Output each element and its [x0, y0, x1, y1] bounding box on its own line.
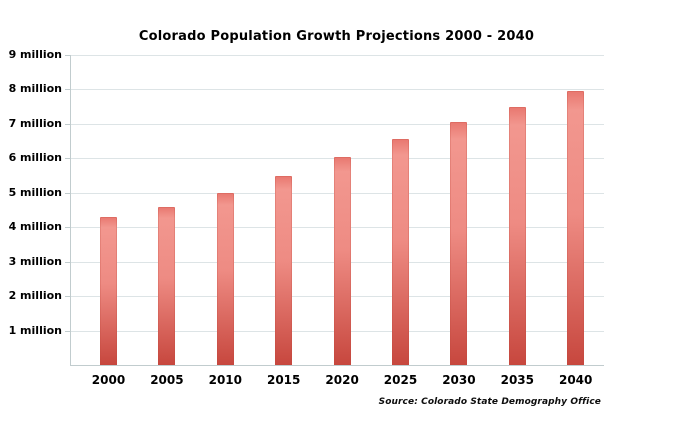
y-axis-tick — [65, 262, 71, 263]
y-axis-tick — [65, 158, 71, 159]
x-axis-label: 2040 — [558, 373, 593, 387]
bar — [508, 106, 526, 365]
y-axis-label: 8 million — [8, 82, 62, 95]
bar — [216, 192, 234, 365]
y-axis-tick — [65, 296, 71, 297]
y-axis-label: 3 million — [8, 255, 62, 268]
bar — [392, 139, 409, 365]
y-axis-tick — [65, 227, 71, 228]
x-axis-label: 2005 — [150, 373, 184, 387]
gridline — [71, 89, 604, 90]
y-axis-tick — [65, 331, 71, 332]
x-axis-label: 2035 — [500, 373, 534, 387]
y-axis-label: 1 million — [8, 324, 62, 337]
chart-title: Colorado Population Growth Projections 2… — [138, 29, 535, 44]
x-axis-label: 2010 — [208, 373, 242, 387]
y-axis-tick — [65, 124, 71, 125]
y-axis-label: 6 million — [8, 151, 62, 164]
bar — [158, 206, 176, 365]
bar — [567, 91, 585, 365]
x-axis-label: 2025 — [383, 373, 418, 387]
y-axis-label: 4 million — [8, 220, 62, 233]
bar — [100, 216, 117, 365]
y-axis-label: 5 million — [8, 186, 62, 199]
bar — [333, 156, 351, 365]
y-axis-label: 9 million — [8, 48, 62, 61]
gridline — [71, 55, 604, 56]
y-axis-label: 2 million — [8, 289, 62, 302]
y-axis-tick — [65, 193, 71, 194]
bar — [275, 175, 293, 365]
bar — [450, 122, 468, 365]
y-axis-label: 7 million — [8, 117, 62, 130]
plot-area: 9 million 8 million 7 million 6 million 5 mi… — [9, 48, 604, 387]
x-axis-label: 2020 — [325, 373, 359, 387]
source-note: Source: Colorado State Demography Office — [378, 397, 601, 407]
x-axis-label: 2015 — [266, 373, 301, 387]
y-axis-tick — [65, 55, 71, 56]
y-axis-tick — [65, 89, 71, 90]
x-axis-label: 2000 — [91, 373, 126, 387]
x-axis-label: 2030 — [442, 373, 476, 387]
